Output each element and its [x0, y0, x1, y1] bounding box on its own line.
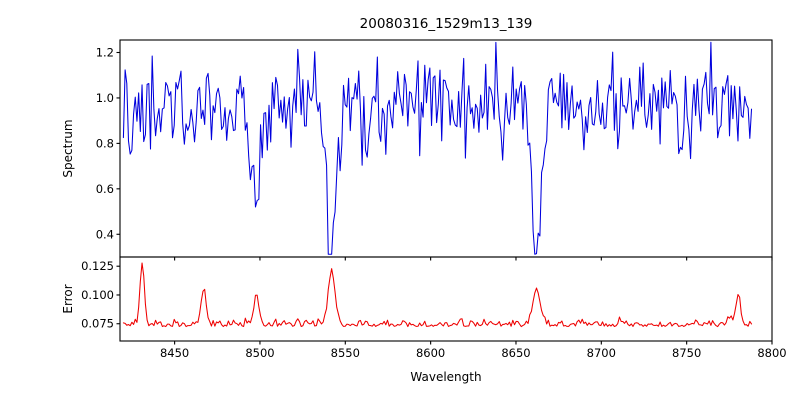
y-tick-label: 0.4: [96, 227, 114, 241]
y-tick-label: 1.0: [96, 91, 114, 105]
y-tick-label: 0.100: [81, 288, 114, 302]
y-tick-label: 1.2: [96, 45, 114, 59]
y-tick-label: 0.075: [81, 317, 114, 331]
x-tick-label: 8500: [245, 346, 274, 360]
y-tick-label: 0.125: [81, 259, 114, 273]
x-tick-label: 8450: [160, 346, 189, 360]
error-panel: 0.075 0.100 0.125 8450 8500 8550 8600 8650 8700 8…: [61, 256, 787, 360]
error-series-line: [122, 262, 753, 328]
spectrum-panel: 0.4 0.6 0.8 1.0 1.2 Spectrum: [61, 39, 773, 261]
y-tick-label: 0.8: [96, 136, 114, 150]
x-tick-label: 8750: [672, 346, 701, 360]
spectrum-series-line: [122, 41, 753, 255]
y-tick-label: 0.6: [96, 182, 114, 196]
figure-title: 20080316_1529m13_139: [360, 16, 533, 32]
panel-frame: [119, 256, 773, 342]
x-tick-label: 8700: [587, 346, 616, 360]
x-tick-label: 8550: [331, 346, 360, 360]
x-axis-label: Wavelength: [410, 370, 481, 384]
x-tick-label: 8600: [416, 346, 445, 360]
y-axis-label: Error: [61, 284, 75, 313]
x-tick-label: 8800: [757, 346, 786, 360]
x-tick-label: 8650: [501, 346, 530, 360]
y-axis-label: Spectrum: [61, 119, 75, 177]
